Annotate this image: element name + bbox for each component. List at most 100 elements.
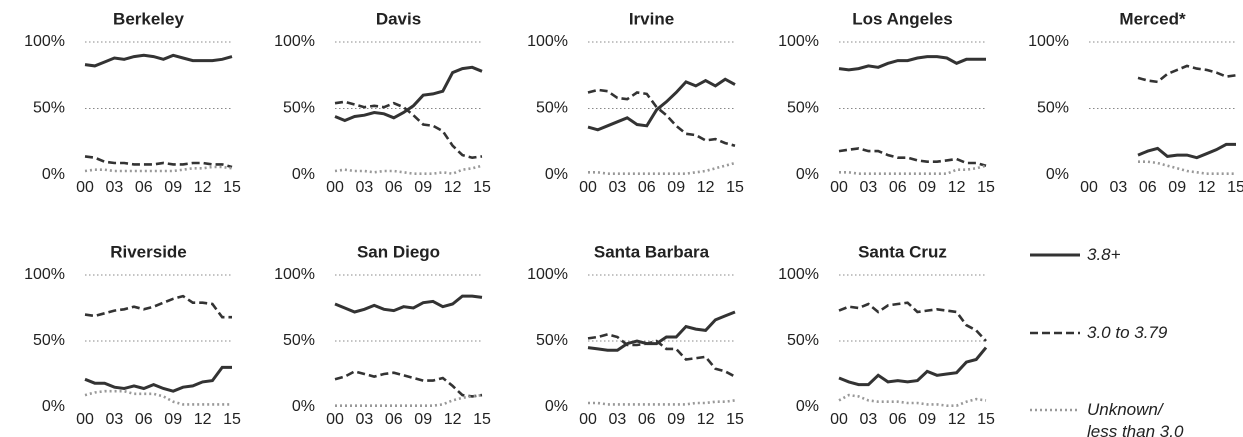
y-tick-label: 50%	[283, 100, 315, 117]
x-tick-label: 09	[414, 179, 432, 196]
series-line	[84, 365, 232, 393]
series-line	[334, 294, 483, 314]
y-tick-label: 50%	[787, 332, 819, 349]
x-tick-label: 09	[414, 411, 432, 428]
x-tick-label: 15	[977, 411, 995, 428]
x-tick-label: 03	[860, 179, 878, 196]
series-line	[84, 294, 232, 319]
y-tick-label: 100%	[778, 33, 819, 50]
panel-title: Santa Cruz	[858, 242, 947, 261]
y-tick-label: 0%	[42, 398, 65, 415]
series-line	[587, 88, 736, 147]
y-tick-label: 100%	[778, 266, 819, 283]
x-tick-label: 03	[356, 179, 374, 196]
x-tick-label: 12	[1198, 179, 1216, 196]
x-tick-label: 06	[135, 411, 153, 428]
y-tick-label: 100%	[274, 33, 315, 50]
x-tick-label: 03	[609, 179, 627, 196]
x-tick-label: 03	[356, 411, 374, 428]
x-tick-label: 15	[223, 411, 241, 428]
y-tick-label: 100%	[1028, 33, 1069, 50]
x-tick-label: 15	[726, 411, 744, 428]
x-tick-label: 15	[223, 179, 241, 196]
x-tick-label: 03	[609, 411, 627, 428]
series-line	[84, 53, 233, 68]
x-tick-label: 12	[194, 411, 212, 428]
x-tick-label: 09	[164, 179, 182, 196]
series-line	[84, 389, 232, 406]
y-tick-label: 0%	[796, 166, 819, 183]
x-tick-label: 12	[444, 179, 462, 196]
x-tick-label: 15	[726, 179, 744, 196]
series-line	[1137, 142, 1236, 160]
y-tick-label: 100%	[274, 266, 315, 283]
x-tick-label: 00	[76, 411, 94, 428]
x-tick-label: 15	[473, 411, 491, 428]
x-tick-label: 12	[697, 179, 715, 196]
x-tick-label: 00	[326, 179, 344, 196]
x-tick-label: 09	[1168, 179, 1186, 196]
x-tick-label: 03	[1110, 179, 1128, 196]
x-tick-label: 12	[194, 179, 212, 196]
y-tick-label: 100%	[24, 266, 65, 283]
y-tick-label: 50%	[33, 100, 65, 117]
x-tick-label: 00	[76, 179, 94, 196]
x-tick-label: 09	[918, 411, 936, 428]
x-tick-label: 12	[444, 411, 462, 428]
series-line	[838, 393, 987, 407]
x-tick-label: 12	[948, 179, 966, 196]
series-line	[838, 147, 987, 167]
series-line	[1137, 64, 1237, 84]
y-tick-label: 50%	[787, 100, 819, 117]
series-line	[838, 301, 987, 342]
y-tick-label: 100%	[24, 33, 65, 50]
series-line	[84, 155, 233, 169]
series-line	[588, 399, 736, 406]
y-tick-label: 100%	[527, 33, 568, 50]
y-tick-label: 0%	[292, 166, 315, 183]
x-tick-label: 03	[106, 179, 124, 196]
series-line	[838, 346, 988, 387]
x-tick-label: 15	[1227, 179, 1243, 196]
y-tick-label: 0%	[1046, 166, 1069, 183]
series-line	[1138, 160, 1236, 175]
panel-title: Merced*	[1119, 9, 1186, 28]
series-line	[334, 65, 483, 123]
x-tick-label: 00	[579, 411, 597, 428]
x-tick-label: 03	[860, 411, 878, 428]
series-line	[587, 77, 736, 132]
panel-title: San Diego	[357, 242, 440, 261]
y-tick-label: 0%	[796, 398, 819, 415]
x-tick-label: 00	[830, 179, 848, 196]
y-tick-label: 0%	[42, 166, 65, 183]
panel-title: Los Angeles	[852, 9, 952, 28]
y-tick-label: 50%	[283, 332, 315, 349]
x-tick-label: 09	[667, 411, 685, 428]
x-tick-label: 09	[918, 179, 936, 196]
series-line	[587, 310, 736, 352]
y-tick-label: 50%	[1037, 100, 1069, 117]
x-tick-label: 06	[385, 179, 403, 196]
x-tick-label: 15	[977, 179, 995, 196]
series-line	[587, 333, 736, 378]
panel-title: Santa Barbara	[594, 242, 710, 261]
legend-label: Unknown/ less than 3.0	[1087, 400, 1184, 437]
x-tick-label: 00	[1080, 179, 1098, 196]
panel-title: Riverside	[110, 242, 187, 261]
y-tick-label: 50%	[33, 332, 65, 349]
x-tick-label: 09	[667, 179, 685, 196]
series-line	[84, 165, 233, 173]
y-tick-label: 50%	[536, 100, 568, 117]
legend-label: 3.0 to 3.79	[1087, 323, 1168, 342]
series-line	[334, 370, 483, 398]
panel-title: Berkeley	[113, 9, 184, 28]
x-tick-label: 00	[326, 411, 344, 428]
x-tick-label: 06	[385, 411, 403, 428]
x-tick-label: 06	[889, 411, 907, 428]
series-line	[334, 100, 483, 160]
series-line	[838, 55, 986, 72]
y-tick-label: 50%	[536, 332, 568, 349]
x-tick-label: 12	[948, 411, 966, 428]
